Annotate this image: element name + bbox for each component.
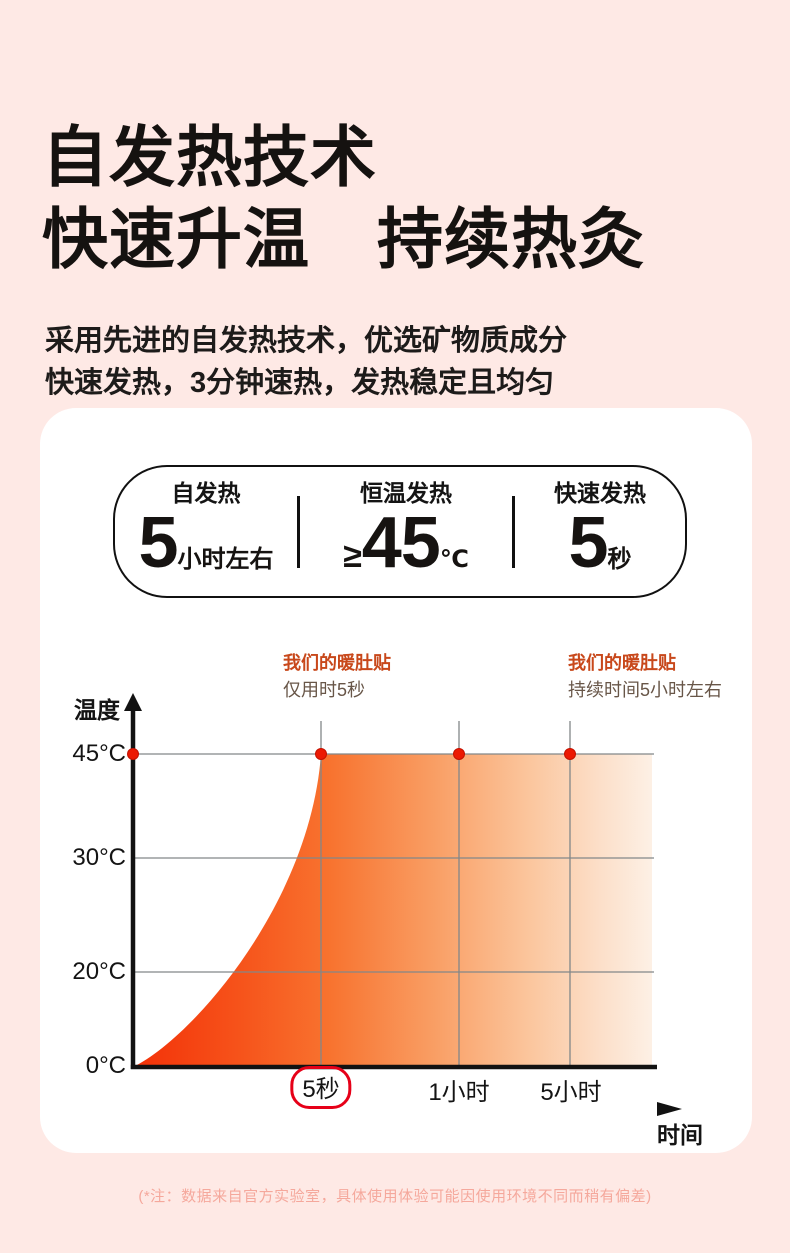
- subtitle-line-1: 采用先进的自发热技术，优选矿物质成分: [45, 325, 568, 357]
- stat-value: 5小时左右: [138, 506, 273, 600]
- subtitle-line-2: 快速发热，3分钟速热，发热稳定且均匀: [45, 367, 555, 399]
- footnote: (*注：数据来自官方实验室，具体使用体验可能因使用环境不同而稍有偏差): [138, 1188, 652, 1205]
- x-axis-title: 时间: [657, 1122, 703, 1148]
- stat-label: 恒温发热: [360, 480, 452, 506]
- marker-dots: [127, 748, 576, 760]
- divider: [297, 495, 300, 568]
- stat-number: 5: [138, 503, 178, 583]
- annotation-line-2: 持续时间5小时左右: [568, 680, 723, 700]
- stat-label: 自发热: [171, 480, 241, 506]
- page-subtitle: 采用先进的自发热技术，优选矿物质成分 快速发热，3分钟速热，发热稳定且均匀: [45, 320, 567, 404]
- marker-dot-5h: [564, 748, 576, 760]
- y-tick-20c: 20°C: [72, 958, 126, 985]
- stat-prefix: ≥: [343, 537, 362, 575]
- y-tick-0c: 0°C: [85, 1052, 126, 1079]
- temperature-time-chart: [124, 693, 682, 1116]
- annotation-line-1: 我们的暖肚贴: [568, 653, 676, 673]
- x-tick-5h: 5小时: [540, 1079, 602, 1106]
- stats-card: 自发热 5小时左右 恒温发热 ≥45℃ 快速发热 5秒: [113, 465, 687, 598]
- chart-annotation-5s: 我们的暖肚贴 仅用时5秒: [283, 650, 391, 704]
- stat-value: 5秒: [568, 506, 631, 600]
- y-tick-30c: 30°C: [72, 844, 126, 871]
- marker-dot-1h: [453, 748, 465, 760]
- divider: [512, 495, 515, 568]
- chart-annotation-5h: 我们的暖肚贴 持续时间5小时左右: [568, 650, 722, 704]
- marker-dot-5s: [315, 748, 327, 760]
- stat-self-heating: 自发热 5小时左右: [115, 467, 297, 596]
- stat-unit: 小时左右: [177, 546, 274, 573]
- title-line-2: 快速升温 持续热灸: [42, 202, 645, 276]
- y-tick-45c: 45°C: [72, 740, 126, 767]
- marker-dot-axis: [127, 748, 139, 760]
- y-axis-arrow-icon: [124, 693, 142, 711]
- x-axis-arrow-icon: [657, 1102, 682, 1116]
- stat-fast-heating: 快速发热 5秒: [515, 467, 685, 596]
- x-tick-5s-highlighted: 5秒: [290, 1066, 352, 1109]
- stat-unit: 秒: [607, 546, 632, 573]
- grid-lines: [133, 721, 654, 1067]
- y-axis-title: 温度: [74, 697, 120, 723]
- stat-number: 5: [568, 503, 608, 583]
- x-tick-1h: 1小时: [428, 1079, 490, 1106]
- stat-unit: ℃: [439, 546, 469, 573]
- stat-number: 45: [361, 503, 441, 583]
- page-title: 自发热技术 快速升温 持续热灸: [42, 116, 645, 280]
- title-line-1: 自发热技术: [42, 120, 377, 194]
- stat-label: 快速发热: [554, 480, 646, 506]
- annotation-line-2: 仅用时5秒: [283, 680, 366, 700]
- stat-value: ≥45℃: [343, 506, 469, 600]
- annotation-line-1: 我们的暖肚贴: [283, 653, 391, 673]
- temperature-area: [133, 754, 652, 1067]
- stat-constant-temp: 恒温发热 ≥45℃: [300, 467, 512, 596]
